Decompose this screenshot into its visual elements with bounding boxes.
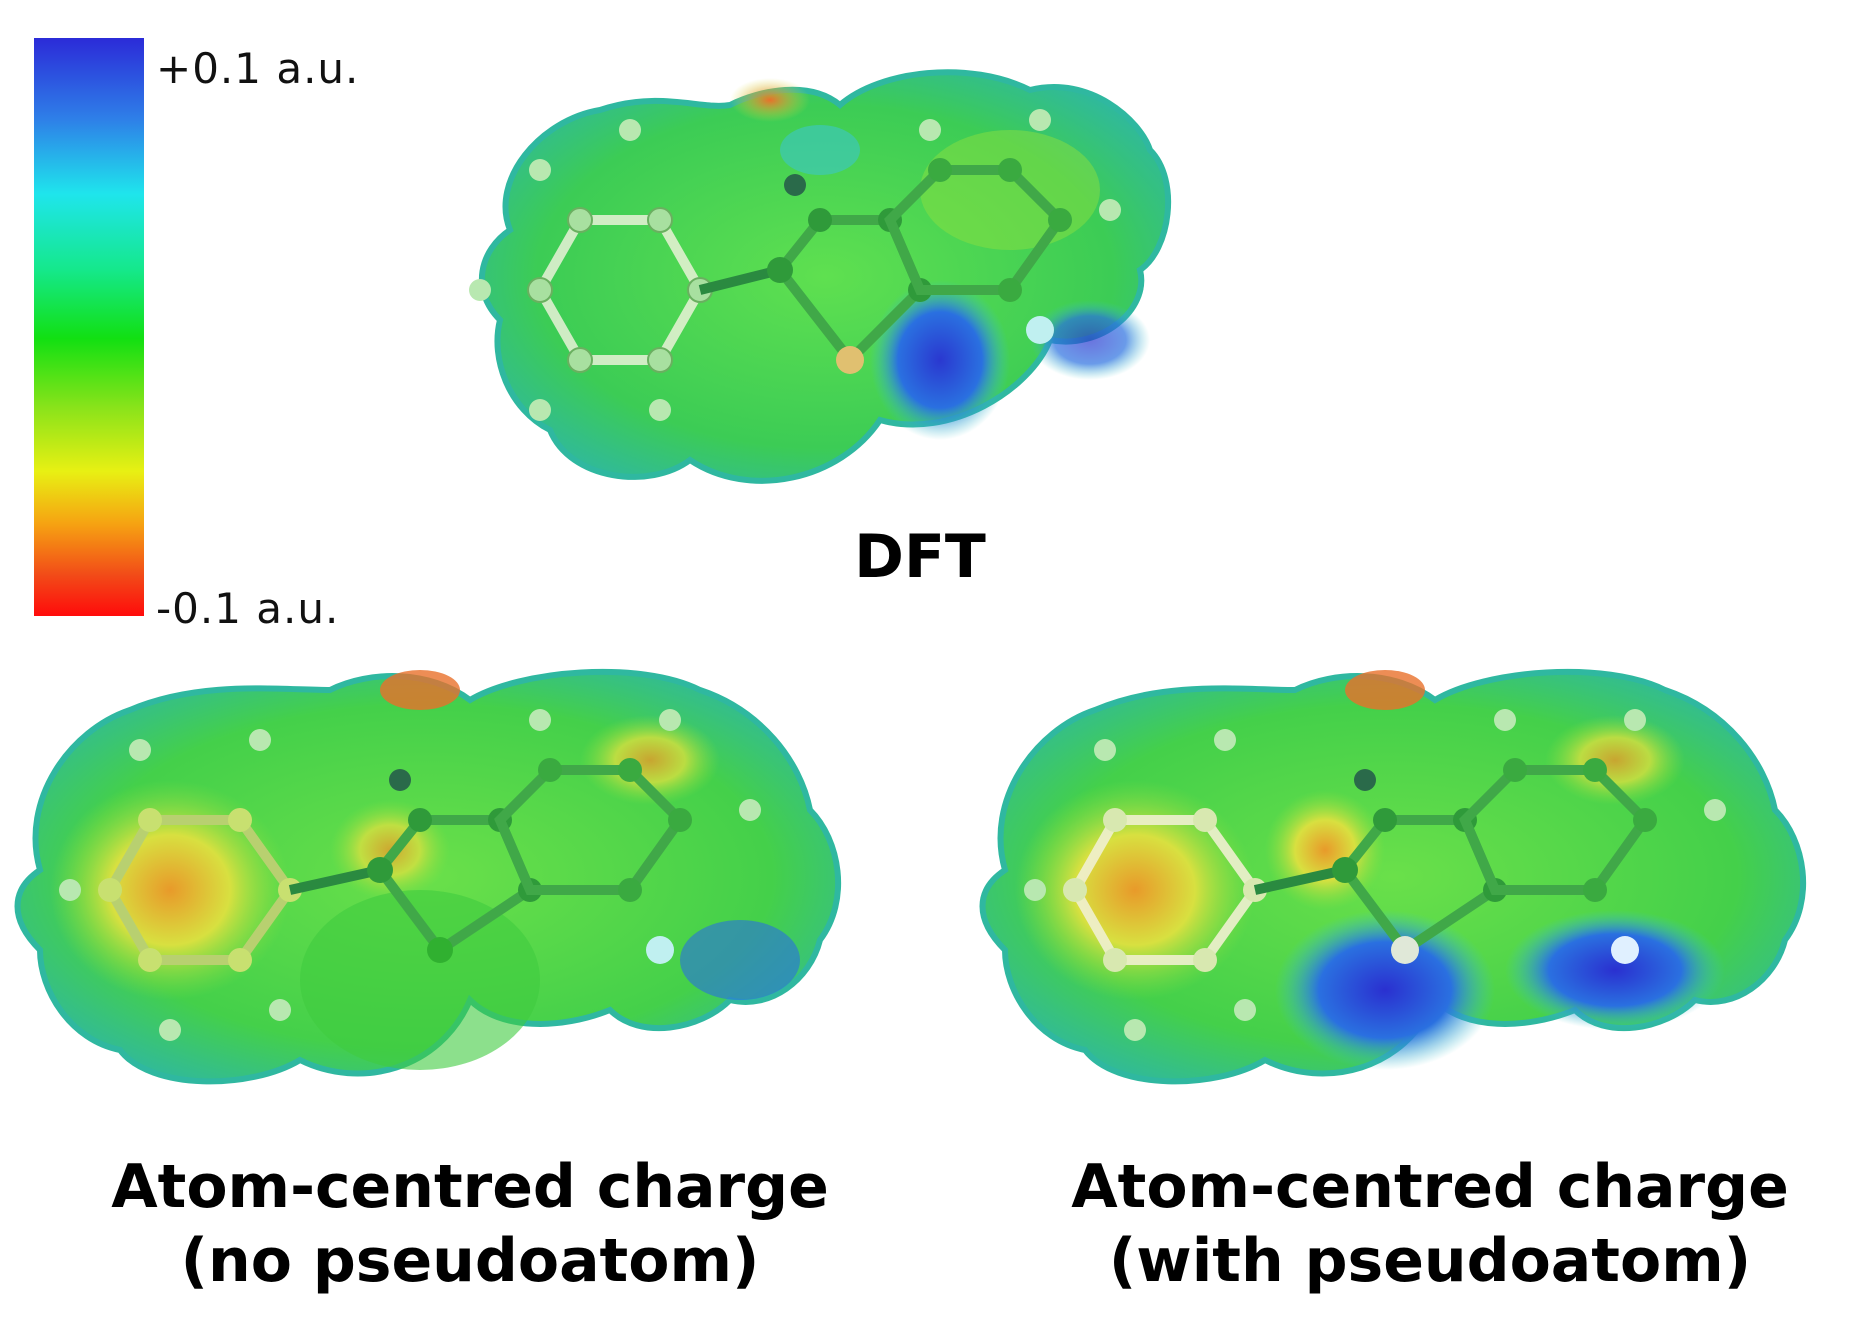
no-pseudoatom-caption: Atom-centred charge (no pseudoatom) [40, 1150, 900, 1298]
with-pseudoatom-caption-line2: (with pseudoatom) [1108, 1226, 1752, 1296]
no-pseudoatom-caption-line2: (no pseudoatom) [180, 1226, 760, 1296]
no-pseudoatom-esp-surface [0, 650, 900, 1110]
no-pseudoatom-caption-line1: Atom-centred charge [111, 1152, 829, 1222]
colorbar [34, 38, 144, 616]
with-pseudoatom-caption: Atom-centred charge (with pseudoatom) [1000, 1150, 1860, 1298]
dft-esp-surface [450, 60, 1350, 540]
dft-caption-line1: DFT [854, 522, 986, 592]
with-pseudoatom-caption-line1: Atom-centred charge [1071, 1152, 1789, 1222]
colorbar-max-label: +0.1 a.u. [156, 44, 360, 93]
dft-caption: DFT [720, 520, 1120, 594]
colorbar-min-label: -0.1 a.u. [156, 584, 340, 633]
with-pseudoatom-esp-surface [965, 650, 1860, 1110]
